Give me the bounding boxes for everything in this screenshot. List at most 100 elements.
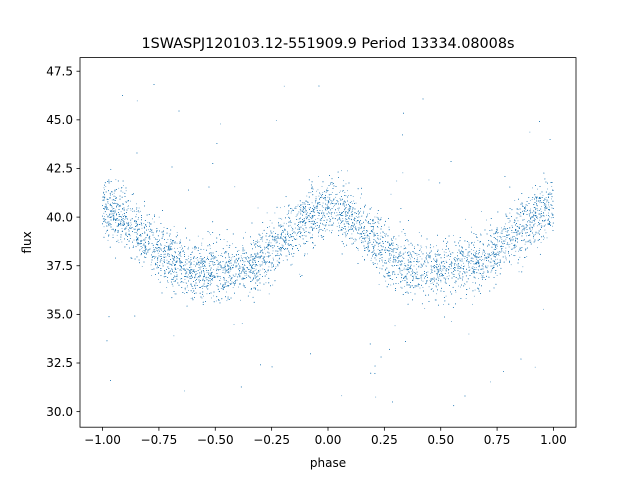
data-point [126, 226, 128, 228]
data-point [107, 239, 109, 241]
data-point [376, 243, 378, 245]
data-point [360, 210, 361, 212]
data-point [143, 223, 145, 224]
data-point [521, 225, 523, 226]
data-point [180, 268, 182, 270]
data-point [504, 223, 506, 225]
data-point [545, 224, 546, 226]
data-point [495, 252, 497, 254]
data-point [475, 268, 477, 270]
data-point [449, 259, 450, 260]
data-point [243, 270, 245, 272]
data-point [295, 216, 297, 217]
data-point [184, 252, 185, 253]
data-point [310, 221, 312, 222]
data-point [190, 266, 192, 268]
data-point [501, 238, 503, 240]
data-point [431, 288, 433, 289]
data-point [548, 216, 550, 218]
data-point [399, 270, 401, 272]
data-point [352, 213, 353, 215]
data-point [491, 254, 493, 256]
data-point [120, 225, 122, 227]
data-point [502, 229, 504, 231]
data-point [384, 225, 385, 226]
data-point [241, 259, 243, 261]
data-point [473, 253, 474, 255]
data-point [489, 261, 491, 263]
data-point [384, 235, 386, 236]
data-point [292, 228, 294, 230]
data-point [475, 250, 477, 252]
data-point [519, 214, 521, 215]
data-point [223, 285, 225, 287]
data-point [454, 258, 455, 260]
data-point [176, 272, 178, 273]
data-point [112, 211, 114, 212]
data-point [153, 246, 154, 248]
data-point [204, 281, 205, 283]
data-point [345, 183, 347, 185]
data-point [217, 259, 218, 261]
data-point [241, 323, 243, 325]
data-point [305, 207, 306, 209]
data-point [317, 189, 319, 191]
data-point [391, 251, 392, 252]
data-point [181, 245, 182, 247]
data-point [511, 249, 512, 250]
data-point [438, 278, 440, 279]
data-point [431, 267, 432, 269]
data-point [238, 249, 240, 251]
data-point [414, 274, 416, 276]
data-point [366, 217, 367, 218]
data-point [207, 282, 208, 284]
data-point [351, 233, 353, 235]
data-point [140, 210, 141, 212]
data-point [318, 176, 319, 177]
data-point [349, 237, 351, 239]
data-point [102, 218, 104, 220]
data-point [359, 238, 360, 240]
data-point [285, 233, 286, 235]
data-point [132, 211, 133, 212]
data-point [167, 282, 169, 283]
data-point [529, 200, 531, 201]
data-point [538, 210, 540, 211]
data-point [317, 211, 318, 213]
data-point [283, 230, 285, 231]
data-point [517, 230, 519, 232]
data-point [331, 192, 333, 193]
data-point [173, 281, 175, 282]
data-point [464, 265, 465, 267]
data-point [534, 239, 536, 241]
data-point [235, 258, 237, 260]
data-point [136, 224, 138, 226]
data-point [397, 247, 399, 249]
data-point [242, 271, 244, 272]
data-point [277, 265, 279, 267]
data-point [429, 256, 431, 258]
data-point [322, 214, 324, 216]
data-point [125, 190, 127, 192]
data-point [428, 286, 430, 288]
data-point [318, 213, 320, 214]
data-point [548, 212, 549, 214]
data-point [266, 212, 268, 214]
data-point [347, 209, 349, 211]
data-point [349, 209, 351, 210]
data-point [474, 277, 475, 279]
data-point [388, 226, 390, 228]
data-point [261, 237, 263, 239]
data-point [472, 257, 473, 259]
data-point [331, 215, 332, 217]
data-point [311, 218, 312, 220]
data-point [455, 291, 457, 293]
data-point [154, 257, 156, 258]
data-point [283, 236, 284, 237]
data-point [306, 210, 307, 212]
data-point [522, 266, 524, 268]
data-point [125, 217, 127, 219]
data-point [330, 203, 331, 205]
data-point [337, 208, 339, 209]
data-point [435, 259, 437, 261]
